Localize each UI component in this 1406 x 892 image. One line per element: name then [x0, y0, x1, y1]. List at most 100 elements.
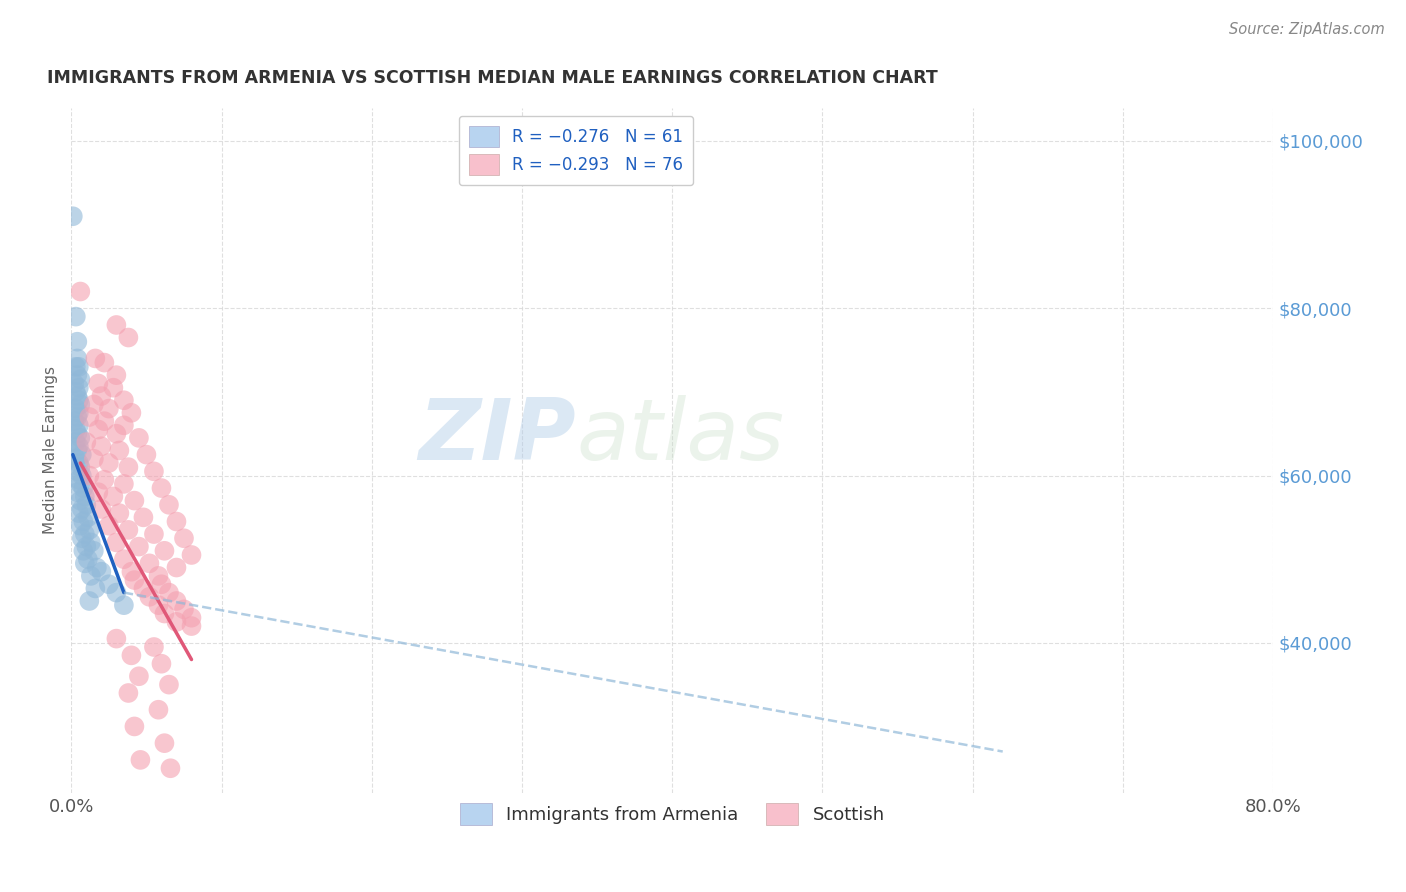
Point	[138, 557, 160, 571]
Point	[150, 481, 173, 495]
Point	[128, 431, 150, 445]
Point	[90, 439, 112, 453]
Point	[83, 543, 105, 558]
Text: ZIP: ZIP	[419, 395, 576, 478]
Point	[117, 330, 139, 344]
Y-axis label: Median Male Earnings: Median Male Earnings	[44, 367, 58, 534]
Point	[87, 485, 110, 500]
Point	[79, 523, 101, 537]
Point	[69, 460, 91, 475]
Point	[72, 515, 94, 529]
Text: IMMIGRANTS FROM ARMENIA VS SCOTTISH MEDIAN MALE EARNINGS CORRELATION CHART: IMMIGRANTS FROM ARMENIA VS SCOTTISH MEDI…	[48, 69, 938, 87]
Point	[75, 435, 97, 450]
Point	[83, 397, 105, 411]
Point	[66, 464, 89, 478]
Point	[84, 351, 107, 366]
Point	[157, 585, 180, 599]
Text: atlas: atlas	[576, 395, 785, 478]
Point	[90, 502, 112, 516]
Point	[90, 565, 112, 579]
Point	[79, 594, 101, 608]
Point	[142, 464, 165, 478]
Point	[153, 607, 176, 621]
Point	[112, 393, 135, 408]
Point	[142, 527, 165, 541]
Point	[117, 523, 139, 537]
Point	[86, 560, 108, 574]
Point	[142, 640, 165, 654]
Point	[173, 531, 195, 545]
Point	[166, 560, 188, 574]
Point	[103, 381, 125, 395]
Point	[67, 393, 90, 408]
Point	[103, 490, 125, 504]
Point	[70, 448, 93, 462]
Point	[120, 565, 142, 579]
Point	[93, 356, 115, 370]
Point	[132, 510, 155, 524]
Point	[108, 443, 131, 458]
Point	[124, 719, 146, 733]
Point	[105, 585, 128, 599]
Point	[72, 543, 94, 558]
Point	[67, 456, 90, 470]
Point	[76, 510, 98, 524]
Point	[157, 678, 180, 692]
Point	[117, 686, 139, 700]
Point	[112, 598, 135, 612]
Point	[66, 389, 89, 403]
Point	[69, 518, 91, 533]
Point	[166, 615, 188, 629]
Point	[180, 619, 202, 633]
Point	[73, 557, 96, 571]
Point	[105, 632, 128, 646]
Point	[70, 531, 93, 545]
Point	[67, 406, 90, 420]
Point	[63, 376, 86, 391]
Point	[135, 448, 157, 462]
Point	[97, 456, 120, 470]
Point	[66, 334, 89, 349]
Point	[79, 409, 101, 424]
Point	[153, 543, 176, 558]
Point	[112, 552, 135, 566]
Point	[132, 582, 155, 596]
Point	[150, 577, 173, 591]
Point	[112, 476, 135, 491]
Point	[180, 610, 202, 624]
Point	[72, 481, 94, 495]
Point	[97, 518, 120, 533]
Point	[148, 598, 170, 612]
Point	[117, 460, 139, 475]
Point	[97, 401, 120, 416]
Point	[66, 426, 89, 441]
Point	[105, 426, 128, 441]
Point	[69, 476, 91, 491]
Point	[148, 703, 170, 717]
Point	[93, 414, 115, 428]
Point	[124, 573, 146, 587]
Point	[65, 451, 87, 466]
Point	[80, 535, 103, 549]
Point	[62, 209, 84, 223]
Point	[83, 451, 105, 466]
Point	[73, 490, 96, 504]
Point	[87, 423, 110, 437]
Point	[87, 376, 110, 391]
Point	[69, 493, 91, 508]
Point	[84, 582, 107, 596]
Point	[70, 468, 93, 483]
Point	[157, 498, 180, 512]
Point	[69, 285, 91, 299]
Point	[66, 409, 89, 424]
Point	[65, 435, 87, 450]
Point	[180, 548, 202, 562]
Point	[97, 577, 120, 591]
Point	[66, 368, 89, 383]
Point	[120, 648, 142, 663]
Point	[66, 351, 89, 366]
Point	[128, 540, 150, 554]
Point	[166, 594, 188, 608]
Point	[79, 468, 101, 483]
Point	[73, 527, 96, 541]
